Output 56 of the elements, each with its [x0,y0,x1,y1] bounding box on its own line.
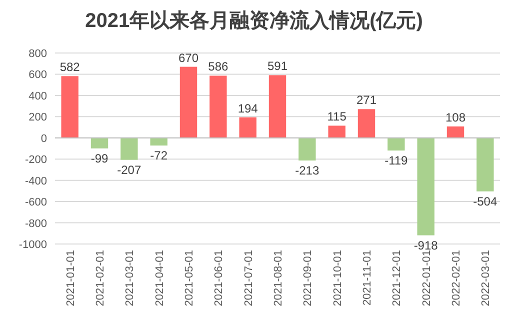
data-label: -504 [473,194,498,208]
data-label: 271 [356,93,377,108]
bar [61,76,78,138]
y-tick-label: -200 [24,154,47,166]
x-tick-label: 2021-05-01 [184,250,196,306]
bar [120,138,138,160]
data-label: 108 [445,110,466,124]
bar [358,109,376,138]
x-tick-label: 2021-10-01 [332,250,344,306]
x-tick-label: 2021-08-01 [272,250,284,306]
x-tick-label: 2021-12-01 [391,250,404,306]
y-tick-label: -800 [24,218,47,230]
bar [298,138,316,160]
x-tick-label: 2021-02-01 [94,250,106,306]
bar [388,138,405,151]
bar [90,138,108,148]
y-tick-label: 600 [28,69,47,82]
x-tick-label: 2022-02-01 [450,250,462,306]
bar [150,138,168,146]
x-tick-label: 2021-11-01 [362,250,374,306]
data-label: 582 [60,60,80,74]
x-tick-label: 2021-06-01 [213,250,226,306]
bar [476,138,494,192]
data-label: 194 [238,101,258,116]
bar [328,126,346,138]
x-tick-label: 2021-03-01 [124,250,136,306]
bar [210,76,227,138]
data-label: -119 [384,154,408,168]
y-tick-label: 400 [28,90,47,102]
data-label: -99 [90,151,108,166]
bar [239,117,256,138]
data-label: 115 [327,110,347,124]
data-label: -213 [295,163,320,178]
data-label: 586 [208,60,228,74]
data-label: -918 [414,238,438,252]
y-tick-label: -1000 [18,239,47,251]
chart-title: 2021年以来各月融资净流入情况(亿元) [85,9,423,32]
x-tick-label: 2022-01-01 [420,250,433,306]
x-tick-label: 2021-07-01 [242,250,255,306]
data-label: -207 [117,162,142,177]
y-tick-label: -400 [24,175,47,188]
x-tick-label: 2022-03-01 [480,250,492,306]
y-tick-label: 0 [40,132,47,145]
y-tick-label: -600 [24,196,47,209]
bar [268,75,286,138]
bar [446,126,464,138]
x-tick-label: 2021-09-01 [302,250,314,306]
y-tick-label: 200 [28,112,47,124]
data-label: 591 [267,59,288,74]
x-tick-label: 2021-01-01 [64,250,77,306]
bar [417,138,434,236]
y-tick-label: 800 [28,48,47,60]
data-label: 670 [178,50,199,65]
data-label: -72 [150,148,168,163]
x-tick-label: 2021-04-01 [154,250,166,306]
bar [180,66,198,138]
